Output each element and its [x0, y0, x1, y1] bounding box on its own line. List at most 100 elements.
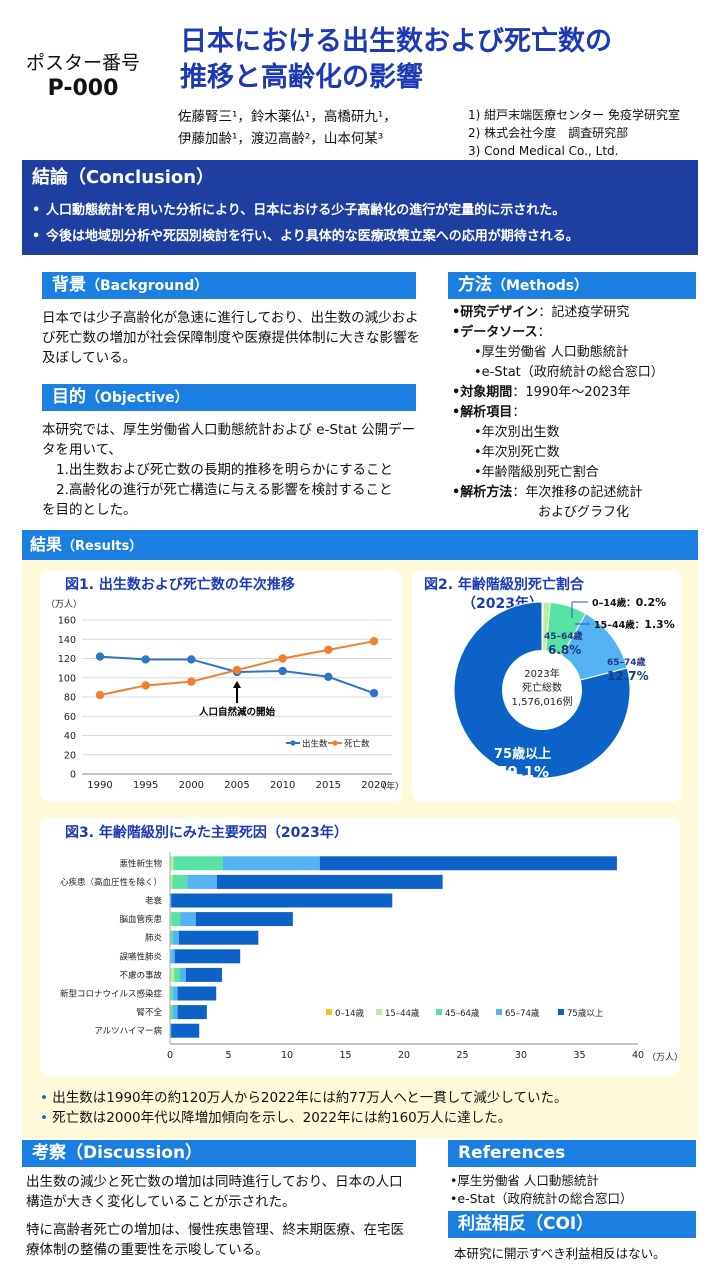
bar-segment: [172, 874, 188, 889]
coi-header: 利益相反（COI）: [448, 1211, 696, 1238]
conclusion-item-1: 人口動態統計を用いた分析により、日本における少子高齢化の進行が定量的に示された。: [32, 198, 688, 224]
category-label: 新型コロナウイルス感染症: [60, 989, 163, 1000]
source-colon: ：: [537, 325, 551, 340]
legend-swatch: [496, 1009, 502, 1015]
label-45-64-pct: 6.8%: [548, 643, 581, 657]
title-line-2: 推移と高齢化の影響: [180, 62, 423, 93]
y-tick-label: 0: [70, 770, 76, 781]
bar-segment: [171, 949, 175, 964]
bar-segment: [173, 856, 223, 871]
conclusion-list: 人口動態統計を用いた分析により、日本における少子高齢化の進行が定量的に示された。…: [32, 198, 688, 250]
x-tick-label: 15: [339, 1050, 351, 1061]
annotation-text: 人口自然減の開始: [199, 706, 276, 718]
x-tick-label: 25: [456, 1050, 468, 1061]
category-label: アルツハイマー病: [94, 1026, 162, 1037]
methods-title: 方法: [458, 275, 492, 295]
data-point: [369, 636, 379, 646]
legend-label: 0–14歳: [335, 1008, 364, 1019]
results-title-en: （Results）: [62, 539, 143, 554]
bar-segment: [171, 1023, 200, 1038]
figure-3-title: 図3. 年齢階級別にみた主要死因（2023年）: [65, 824, 348, 841]
bar-segment: [170, 912, 172, 927]
bar-segment: [319, 856, 617, 871]
methods-title-en: （Methods）: [492, 278, 589, 294]
background-header: 背景（Background）: [42, 272, 416, 299]
label-45-64-name: 45–64歳: [544, 630, 583, 642]
data-point: [278, 666, 287, 676]
coi-text: 本研究に開示すべき利益相反はない。: [454, 1246, 666, 1261]
source-2: •e-Stat（政府統計の総合窓口）: [474, 365, 664, 380]
legend-swatch: [558, 1009, 564, 1015]
analysis-item-1: •年次別出生数: [474, 425, 560, 440]
center-label-3: 1,576,016例: [512, 695, 573, 708]
legend-label: 75歳以上: [567, 1008, 604, 1019]
legend-label: 45–64歳: [445, 1008, 480, 1019]
legend-marker: [332, 740, 338, 746]
conclusion-title: 結論（Conclusion）: [32, 167, 215, 188]
objective-title: 目的: [52, 387, 86, 407]
category-label: 腎不全: [136, 1007, 162, 1018]
bar-segment: [195, 912, 293, 927]
conclusion-box: 結論（Conclusion） 人口動態統計を用いた分析により、日本における少子高…: [22, 160, 698, 255]
bar-segment: [170, 856, 174, 871]
x-tick-label: 35: [573, 1050, 585, 1061]
grid: [82, 619, 392, 775]
category-label: 老衰: [145, 896, 163, 907]
conclusion-item-2: 今後は地域別分析や死因別検討を行い、より具体的な医療政策立案への応用が期待される…: [32, 224, 688, 250]
x-tick-label: 0: [167, 1050, 173, 1061]
objective-line-3: 2.高齢化の進行が死亡構造に与える影響を検討すること: [56, 482, 393, 498]
label-15-44-sep: ：: [635, 620, 645, 631]
x-axis: 0 5 10 15 20 25 30 35 40: [167, 852, 644, 1061]
analysis-item-2: •年次別死亡数: [474, 445, 560, 460]
data-point: [95, 652, 105, 661]
pie-chart: 図2. 年齢階級別死亡割合 （2023年） 2023年 死亡総数 1,576,0…: [424, 576, 675, 781]
y-ticks: 0 20 40 60 80 100 120 140 160: [58, 616, 76, 781]
analysis-value-1: ：年次推移の記述統計: [512, 485, 643, 500]
references-header: References: [448, 1140, 696, 1167]
donut-hole: [502, 650, 582, 730]
methods-list: •研究デザイン：記述疫学研究 •データソース： •厚生労働省 人口動態統計 •e…: [452, 303, 712, 523]
results-title: 結果: [30, 535, 63, 554]
items-colon: ：: [512, 405, 526, 420]
objective-line-1: 本研究では、厚生労働省人口動態統計および e-Stat 公開データを用いて、: [42, 422, 416, 458]
objective-line-4: を目的とした。: [42, 502, 137, 518]
pie-slice-5: [453, 601, 631, 779]
authors-line-2: 伊藤加齢¹，渡辺高齢²，山本何某³: [178, 131, 384, 147]
legend: 0–14歳 15–44歳 45–64歳 65–74歳 75歳以上: [326, 1008, 604, 1019]
results-bullet-1-text: 出生数は1990年の約120万人から2022年には約77万人へと一貫して減少して…: [52, 1090, 568, 1106]
data-point: [278, 654, 287, 663]
x-tick-label: 10: [281, 1050, 293, 1061]
bar-segment: [222, 856, 320, 871]
bar-segment: [170, 930, 173, 945]
label-0-14-pct: 0.2%: [636, 596, 667, 609]
figure-2-title-1: 図2. 年齢階級別死亡割合: [424, 576, 585, 593]
label-75-over-name: 75歳以上: [494, 746, 551, 762]
discussion-paragraph-2: 特に高齢者死亡の増加は、慢性疾患管理、終末期医療、在宅医療体制の整備の重要性を示…: [26, 1222, 404, 1258]
title-line-1: 日本における出生数および死亡数の: [180, 26, 612, 57]
bar-segment: [170, 1005, 173, 1020]
discussion-text: 出生数の減少と死亡数の増加は同時進行しており、日本の人口構造が大きく変化している…: [26, 1172, 416, 1260]
bar-segment: [172, 986, 178, 1001]
reference-2: •e-Stat（政府統計の総合窓口）: [450, 1191, 633, 1206]
annotation-arrowhead: [233, 681, 241, 688]
affiliation-1: 1) 紺戸末端医療センター 免疫学研究室: [468, 108, 680, 122]
label-0-14-name: 0–14歳: [592, 597, 627, 609]
annotation: 人口自然減の開始: [199, 681, 276, 718]
bar-segment: [172, 930, 179, 945]
y-tick-label: 120: [58, 654, 76, 665]
data-point: [232, 665, 242, 675]
legend-label: 死亡数: [344, 739, 370, 750]
legend-swatch: [326, 1009, 332, 1015]
background-title-en: （Background）: [86, 278, 209, 294]
data-point: [187, 677, 196, 686]
data-point: [95, 690, 105, 700]
results-bullet-1: • 出生数は1990年の約120万人から2022年には約77万人へと一貫して減少…: [40, 1088, 700, 1108]
poster-number: ポスター番号 P-000: [18, 50, 148, 102]
design-label: •研究デザイン: [452, 305, 539, 320]
bar-segment: [170, 967, 175, 982]
x-axis-unit: （年）: [377, 780, 402, 792]
analysis-value-2: およびグラフ化: [538, 505, 630, 520]
period-value: ：1990年～2023年: [512, 385, 631, 400]
poster-number-label: ポスター番号: [25, 52, 140, 74]
